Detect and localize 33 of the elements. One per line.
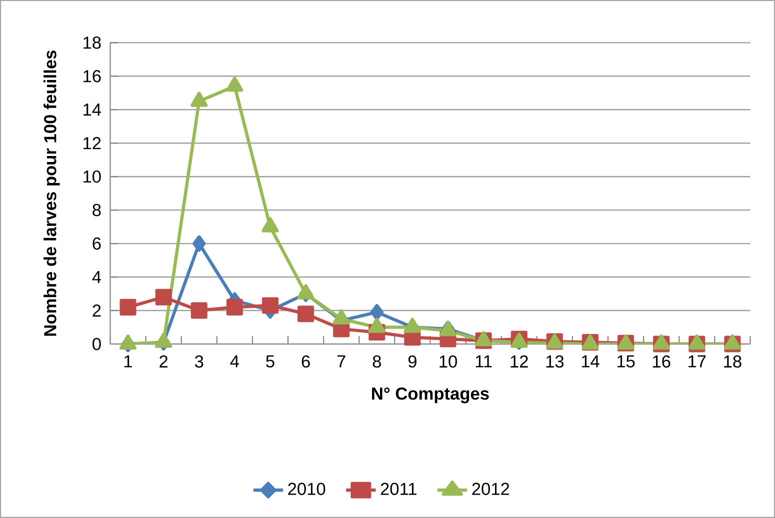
y-tick-label: 12 [84,137,101,150]
x-tick-label: 5 [266,355,274,368]
x-tick-label: 14 [582,355,600,368]
legend-label: 2010 [288,482,326,496]
legend-label: 2012 [472,482,510,496]
x-tick-label: 15 [617,355,635,368]
y-tick-label: 14 [84,104,102,116]
y-tick-label: 8 [92,204,101,216]
x-tick-label: 13 [546,355,564,368]
x-tick-label: 7 [337,355,346,368]
y-tick-label: 16 [84,70,101,82]
y-tick-label: 4 [92,271,102,283]
x-tick-label: 3 [194,355,204,368]
x-tick-label: 11 [476,355,492,368]
x-tick-label: 16 [653,355,670,368]
x-axis-title: N° Comptages [372,387,489,404]
x-tick-label: 2 [160,355,168,368]
x-tick-label: 6 [302,355,310,368]
x-tick-label: 18 [724,355,742,368]
x-tick-label: 8 [372,355,381,368]
y-tick-label: 2 [92,304,101,317]
y-tick-label: 6 [92,237,101,250]
y-axis-title: Nombre de larves pour 100 feuilles [44,50,60,336]
x-tick-label: 17 [688,355,706,368]
y-tick-label: 10 [84,170,101,183]
x-tick-label: 9 [408,355,416,368]
y-tick-label: 18 [84,36,101,49]
y-tick-label: 0 [92,338,101,350]
x-tick-label: 1 [124,355,132,368]
legend-label: 2011 [380,482,416,496]
x-tick-label: 10 [440,355,457,368]
x-tick-label: 12 [510,355,528,368]
x-tick-label: 4 [230,355,239,368]
